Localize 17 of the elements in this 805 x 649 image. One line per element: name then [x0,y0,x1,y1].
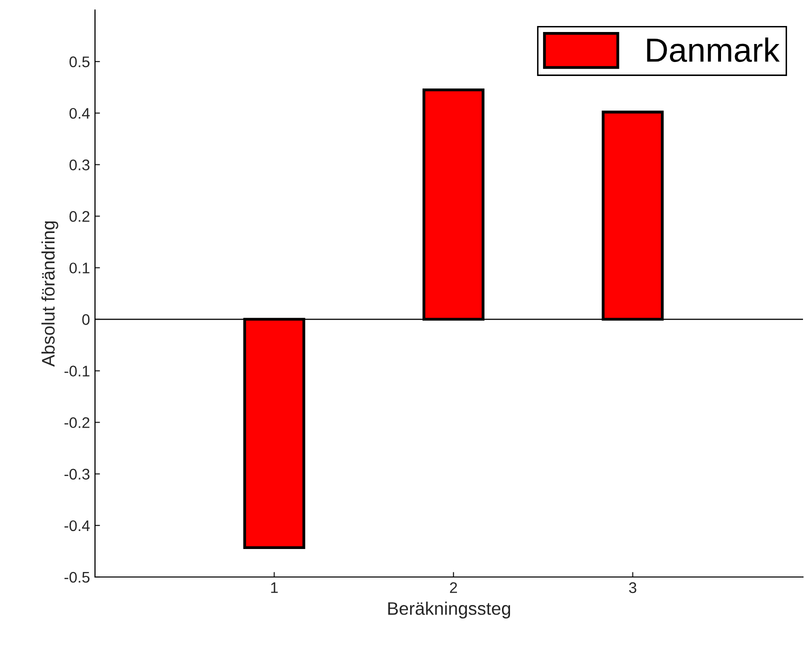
y-tick-label: 0.3 [70,160,90,170]
y-tick-label: 0.5 [70,56,90,68]
legend-label: Danmark [647,38,780,62]
y-axis-title: Absolut förändring [41,221,58,367]
y-tick-label: -0.4 [64,520,90,532]
y-tick-label: 0.2 [70,211,90,222]
y-tick-label: -0.1 [64,366,90,377]
y-tick-label: -0.2 [64,417,90,428]
y-tick-label: -0.3 [64,468,90,480]
x-tick-label: 2 [450,582,457,593]
x-tick-label: 3 [629,582,636,594]
y-tick-label: 0.1 [70,262,90,274]
x-tick-label: 1 [271,582,278,593]
y-tick-label: 0 [82,314,90,325]
y-tick-label: -0.5 [64,572,90,583]
x-axis-title: Beräkningssteg [388,602,510,618]
y-tick-label: 0.4 [70,108,90,119]
